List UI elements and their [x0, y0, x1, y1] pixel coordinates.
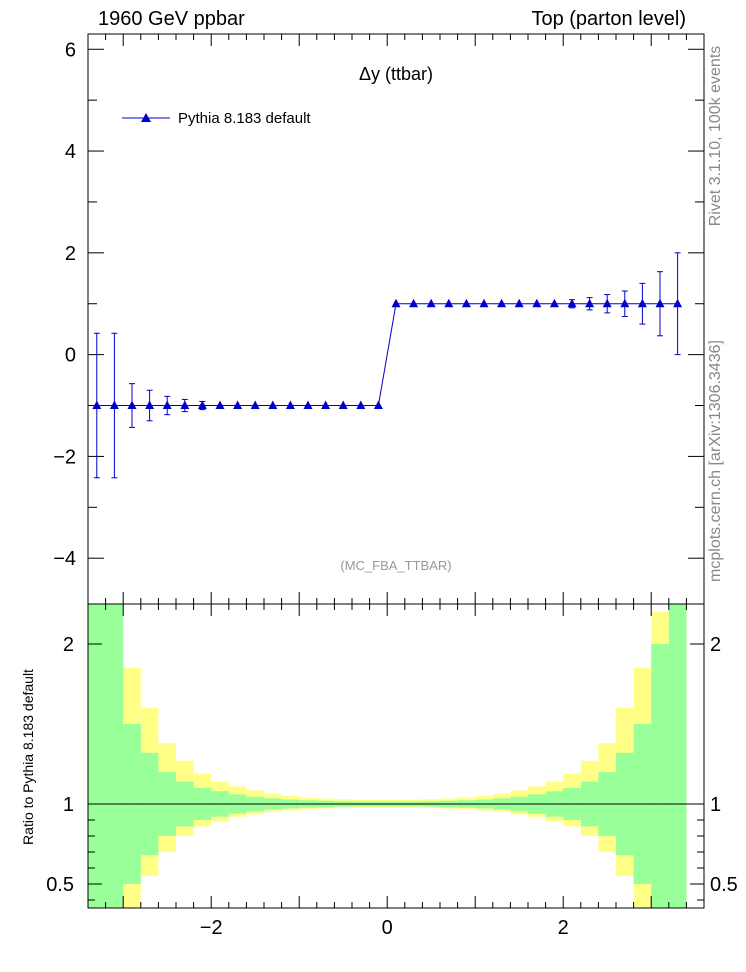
- ratio-bands: [88, 604, 687, 908]
- data-point: [479, 298, 489, 308]
- data-point: [497, 298, 507, 308]
- data-point: [215, 400, 225, 410]
- data-point: [549, 298, 559, 308]
- data-point: [303, 400, 313, 410]
- lower-plot-frame: −2 0 2 0.5 0.5 1 1 2 2: [46, 603, 738, 939]
- data-point: [92, 400, 102, 410]
- plot-title: Δy (ttbar): [359, 64, 433, 84]
- data-point: [197, 400, 207, 410]
- legend-marker: [141, 113, 151, 122]
- analysis-label: (MC_FBA_TTBAR): [340, 558, 451, 573]
- data-point: [285, 400, 295, 410]
- data-point: [567, 298, 577, 308]
- ratio-ylabel: Ratio to Pythia 8.183 default: [20, 669, 36, 845]
- header-left: 1960 GeV ppbar: [98, 8, 245, 30]
- data-point: [145, 400, 155, 410]
- lower-xtick-label: 2: [558, 917, 569, 939]
- data-point: [461, 298, 471, 308]
- ratio-inner-band-bin: [105, 604, 124, 908]
- data-point: [391, 298, 401, 308]
- data-point: [655, 298, 665, 308]
- data-point: [426, 298, 436, 308]
- lower-xtick-label: 0: [382, 917, 393, 939]
- upper-ytick-label: −4: [53, 548, 76, 570]
- upper-ytick-label: 0: [65, 345, 76, 367]
- lower-ytick-label: 2: [63, 634, 74, 656]
- data-point: [268, 400, 278, 410]
- data-point: [162, 400, 172, 410]
- data-point: [585, 298, 595, 308]
- legend: Pythia 8.183 default: [122, 110, 311, 127]
- upper-ytick-label: −2: [53, 446, 76, 468]
- series-line: [96, 303, 678, 407]
- upper-ytick-label: 6: [65, 39, 76, 61]
- data-point: [444, 298, 454, 308]
- data-point: [127, 400, 137, 410]
- data-point: [637, 298, 647, 308]
- lower-ytick-label: 0.5: [46, 874, 74, 896]
- lower-ytick-label-right: 1: [710, 794, 721, 816]
- data-point: [620, 298, 630, 308]
- lower-ytick-label: 1: [63, 794, 74, 816]
- data-point: [233, 400, 243, 410]
- upper-plot-frame: −4 −2 0 2 4 6: [53, 33, 705, 605]
- data-point: [532, 298, 542, 308]
- header-right: Top (parton level): [531, 8, 686, 30]
- ratio-inner-band-bin: [668, 604, 687, 908]
- data-point: [109, 400, 119, 410]
- ratio-inner-band-bin: [88, 604, 106, 908]
- data-point: [356, 400, 366, 410]
- upper-series: [92, 252, 683, 479]
- upper-ytick-label: 4: [65, 141, 76, 163]
- lower-frame-box: [87, 603, 705, 909]
- data-point: [514, 298, 524, 308]
- lower-ytick-label-right: 2: [710, 634, 721, 656]
- data-point: [321, 400, 331, 410]
- data-point: [673, 298, 683, 308]
- data-point: [180, 400, 190, 410]
- data-point: [409, 298, 419, 308]
- data-point: [373, 400, 383, 410]
- data-point: [250, 400, 260, 410]
- ratio-inner-band-bin: [651, 644, 669, 908]
- lower-xtick-label: −2: [200, 917, 223, 939]
- data-point: [338, 400, 348, 410]
- lower-ytick-label-right: 0.5: [710, 874, 738, 896]
- legend-label: Pythia 8.183 default: [178, 110, 311, 127]
- data-point: [602, 298, 612, 308]
- upper-ytick-label: 2: [65, 243, 76, 265]
